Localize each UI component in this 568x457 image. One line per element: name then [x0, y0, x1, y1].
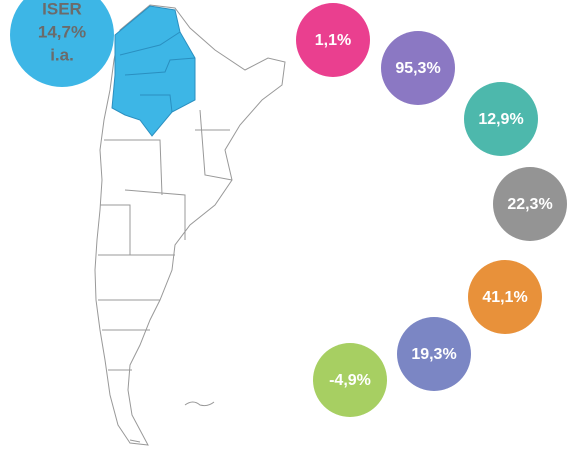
region-lines	[119, 31, 196, 113]
bubble-label: 22,3%	[507, 196, 552, 213]
bubbles: ISER 14,7% i.a. 1,1% 95,3% 12,9% 22,3% 41,1% 19,…	[10, 0, 567, 417]
islands	[129, 401, 215, 443]
bubble	[296, 3, 370, 77]
bubble	[381, 31, 455, 105]
badge-text: i.a.	[50, 45, 74, 64]
map	[94, 4, 286, 446]
bubble	[464, 82, 538, 156]
bubble	[468, 260, 542, 334]
bubble-label: -4,9%	[329, 372, 371, 389]
bubble	[493, 167, 567, 241]
badge-text: ISER	[42, 0, 82, 18]
bubble	[313, 343, 387, 417]
badge-circle	[10, 0, 114, 87]
bubble-label: 12,9%	[478, 111, 523, 128]
badge-text: 14,7%	[38, 22, 86, 41]
bubble	[397, 317, 471, 391]
bubble-label: 95,3%	[395, 60, 440, 77]
bubble-label: 41,1%	[482, 289, 527, 306]
bubble-label: 19,3%	[411, 346, 456, 363]
bubble-label: 1,1%	[315, 32, 351, 49]
province-lines	[98, 109, 233, 371]
